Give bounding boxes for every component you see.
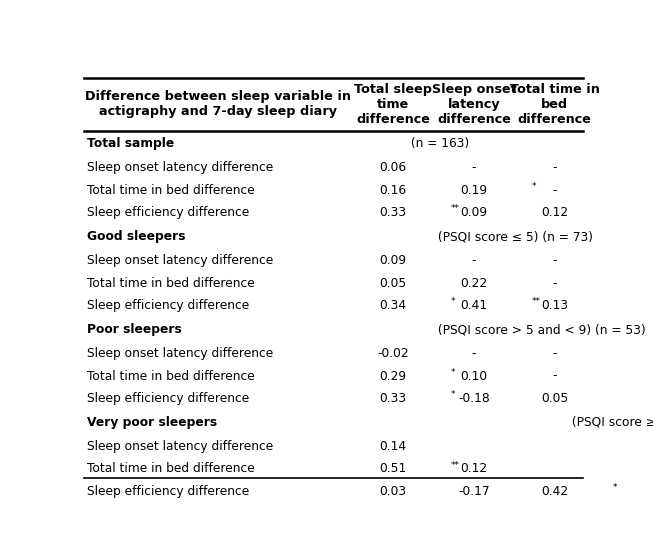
Text: -: - <box>552 370 557 383</box>
Text: *: * <box>532 182 536 191</box>
Text: 0.19: 0.19 <box>460 183 487 197</box>
Text: 0.12: 0.12 <box>541 206 568 219</box>
Text: 0.05: 0.05 <box>379 277 406 289</box>
Text: *: * <box>451 297 455 306</box>
Text: -: - <box>552 162 557 174</box>
Text: -: - <box>471 347 476 360</box>
Text: 0.09: 0.09 <box>379 254 406 268</box>
Text: 0.09: 0.09 <box>460 206 487 219</box>
Text: Total sleep
time
difference: Total sleep time difference <box>354 83 432 126</box>
Text: 0.05: 0.05 <box>541 392 568 405</box>
Text: 0.22: 0.22 <box>460 277 487 289</box>
Text: Difference between sleep variable in
actigraphy and 7-day sleep diary: Difference between sleep variable in act… <box>86 91 351 118</box>
Text: Sleep efficiency difference: Sleep efficiency difference <box>87 392 249 405</box>
Text: -0.17: -0.17 <box>458 485 490 498</box>
Text: (PSQI score > 5 and < 9) (n = 53): (PSQI score > 5 and < 9) (n = 53) <box>434 323 646 336</box>
Text: 0.10: 0.10 <box>460 370 487 383</box>
Text: Sleep onset latency difference: Sleep onset latency difference <box>87 347 273 360</box>
Text: -0.18: -0.18 <box>458 392 490 405</box>
Text: Sleep onset
latency
difference: Sleep onset latency difference <box>432 83 516 126</box>
Text: -: - <box>471 254 476 268</box>
Text: Sleep efficiency difference: Sleep efficiency difference <box>87 206 249 219</box>
Text: -: - <box>552 254 557 268</box>
Text: Sleep efficiency difference: Sleep efficiency difference <box>87 485 249 498</box>
Text: Very poor sleepers: Very poor sleepers <box>87 416 217 429</box>
Text: *: * <box>613 483 617 492</box>
Text: Total time in bed difference: Total time in bed difference <box>87 277 255 289</box>
Text: 0.06: 0.06 <box>379 162 406 174</box>
Text: 0.33: 0.33 <box>379 392 406 405</box>
Text: 0.41: 0.41 <box>460 299 487 312</box>
Text: 0.42: 0.42 <box>541 485 568 498</box>
Text: Total sample: Total sample <box>87 137 174 150</box>
Text: 0.33: 0.33 <box>379 206 406 219</box>
Text: Total time in bed difference: Total time in bed difference <box>87 183 255 197</box>
Text: -: - <box>471 162 476 174</box>
Text: **: ** <box>532 297 541 306</box>
Text: (n = 163): (n = 163) <box>407 137 470 150</box>
Text: Sleep efficiency difference: Sleep efficiency difference <box>87 299 249 312</box>
Text: *: * <box>451 390 455 399</box>
Text: 0.03: 0.03 <box>379 485 406 498</box>
Text: Sleep onset latency difference: Sleep onset latency difference <box>87 440 273 453</box>
Text: 0.51: 0.51 <box>379 462 406 476</box>
Text: **: ** <box>451 461 460 470</box>
Text: -: - <box>552 347 557 360</box>
Text: 0.14: 0.14 <box>379 440 406 453</box>
Text: Total time in
bed
difference: Total time in bed difference <box>510 83 599 126</box>
Text: (PSQI score ≤ 5) (n = 73): (PSQI score ≤ 5) (n = 73) <box>434 230 593 243</box>
Text: Sleep onset latency difference: Sleep onset latency difference <box>87 162 273 174</box>
Text: -: - <box>552 183 557 197</box>
Text: 0.29: 0.29 <box>379 370 406 383</box>
Text: 0.16: 0.16 <box>379 183 406 197</box>
Text: (PSQI score ≥ 9) (n =33): (PSQI score ≥ 9) (n =33) <box>567 416 653 429</box>
Text: Good sleepers: Good sleepers <box>87 230 185 243</box>
Text: 0.34: 0.34 <box>379 299 406 312</box>
Text: 0.12: 0.12 <box>460 462 487 476</box>
Text: Poor sleepers: Poor sleepers <box>87 323 182 336</box>
Text: 0.13: 0.13 <box>541 299 568 312</box>
Text: -: - <box>552 277 557 289</box>
Text: Sleep onset latency difference: Sleep onset latency difference <box>87 254 273 268</box>
Text: *: * <box>451 367 455 377</box>
Text: Total time in bed difference: Total time in bed difference <box>87 462 255 476</box>
Text: **: ** <box>451 204 460 213</box>
Text: -0.02: -0.02 <box>377 347 409 360</box>
Text: Total time in bed difference: Total time in bed difference <box>87 370 255 383</box>
